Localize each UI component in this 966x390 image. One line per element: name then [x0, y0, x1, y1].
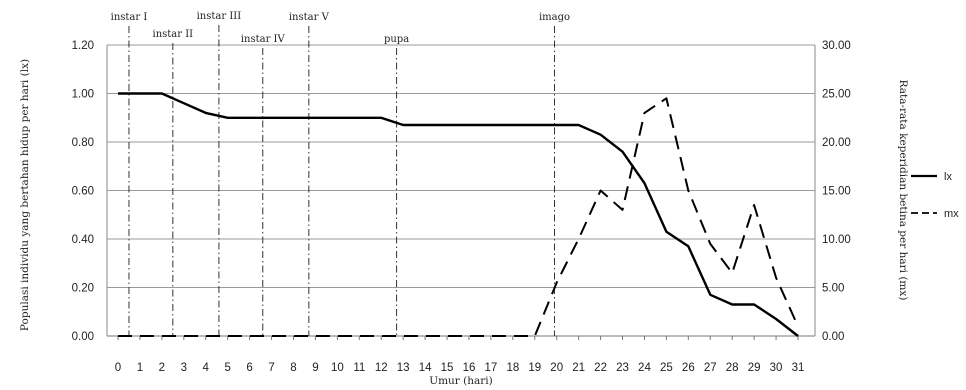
x-tick-label: 24: [638, 362, 651, 374]
x-tick-label: 14: [419, 362, 432, 374]
stage-label: pupa: [384, 34, 409, 45]
x-tick-label: 0: [115, 362, 121, 374]
series-lines: [118, 92, 799, 337]
right-tick-label: 25.00: [822, 89, 851, 101]
legend-lx-label: lx: [944, 171, 952, 183]
stage-label: instar III: [197, 11, 242, 22]
x-tick-label: 9: [312, 362, 318, 374]
left-tick-label: 0.40: [72, 234, 94, 246]
x-tick-label: 5: [224, 362, 230, 374]
x-tick-label: 30: [770, 362, 783, 374]
left-y-axis: 0.00 0.20 0.40 0.60 0.80 1.00 1.20: [72, 40, 94, 343]
x-tick-label: 18: [506, 362, 519, 374]
x-axis: 0 1 2 3 4 5 6 7 8 9 10 11 12 13 14 15 16 17 18 19 20 21 22 23 24…: [115, 336, 805, 374]
x-tick-label: 23: [616, 362, 629, 374]
x-tick-label: 13: [397, 362, 410, 374]
x-tick-label: 19: [528, 362, 541, 374]
right-tick-label: 5.00: [822, 283, 844, 295]
right-tick-label: 15.00: [822, 186, 851, 198]
x-tick-label: 16: [463, 362, 476, 374]
x-tick-label: 7: [268, 362, 274, 374]
stage-label: instar I: [111, 12, 148, 23]
series-line-lx: [118, 92, 799, 337]
left-tick-label: 0.80: [72, 137, 94, 149]
left-tick-label: 1.00: [72, 89, 94, 101]
series-line-mx: [118, 97, 799, 337]
right-y-axis-label: Rata-rata keperidian betina per hari (mx…: [897, 80, 909, 301]
x-tick-label: 31: [792, 362, 805, 374]
x-tick-label: 6: [246, 362, 252, 374]
x-tick-label: 12: [375, 362, 388, 374]
x-tick-label: 15: [441, 362, 454, 374]
x-tick-label: 17: [485, 362, 498, 374]
left-tick-label: 0.20: [72, 283, 94, 295]
left-y-axis-label: Populasi individu yang bertahan hidup pe…: [19, 59, 31, 331]
x-tick-label: 22: [594, 362, 607, 374]
x-tick-label: 4: [203, 362, 210, 374]
x-tick-label: 3: [181, 362, 187, 374]
stage-label: instar IV: [241, 34, 286, 45]
left-tick-label: 0.60: [72, 186, 94, 198]
x-tick-label: 28: [726, 362, 739, 374]
x-tick-label: 11: [353, 362, 365, 374]
stage-label: imago: [539, 12, 570, 23]
x-tick-label: 20: [550, 362, 563, 374]
x-tick-label: 21: [572, 362, 585, 374]
gridlines: [106, 44, 816, 337]
legend-mx-label: mx: [944, 208, 959, 220]
x-tick-label: 10: [331, 362, 344, 374]
x-tick-label: 29: [748, 362, 761, 374]
right-tick-label: 30.00: [822, 40, 851, 52]
stage-label: instar II: [153, 29, 194, 40]
right-tick-label: 10.00: [822, 234, 851, 246]
stage-label: instar V: [289, 12, 330, 23]
legend: lx mx: [911, 171, 959, 220]
right-y-axis: 0.00 5.00 10.00 15.00 20.00 25.00 30.00: [822, 40, 851, 343]
left-tick-label: 1.20: [72, 40, 94, 52]
x-tick-label: 27: [704, 362, 717, 374]
x-tick-label: 26: [682, 362, 695, 374]
right-tick-label: 20.00: [822, 137, 851, 149]
left-tick-label: 0.00: [72, 331, 94, 343]
x-axis-label: Umur (hari): [429, 375, 493, 387]
right-tick-label: 0.00: [822, 331, 844, 343]
x-tick-label: 1: [137, 362, 143, 374]
x-tick-label: 2: [159, 362, 165, 374]
x-tick-label: 8: [290, 362, 296, 374]
x-tick-label: 25: [660, 362, 673, 374]
